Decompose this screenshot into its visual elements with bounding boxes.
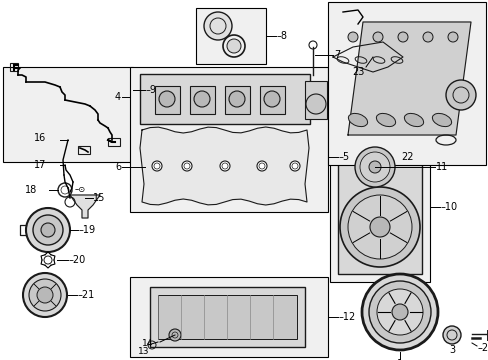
Circle shape	[220, 161, 229, 171]
Circle shape	[37, 287, 53, 303]
Bar	[130, 277, 327, 357]
Text: 7: 7	[333, 50, 340, 60]
Bar	[190, 86, 215, 114]
Circle shape	[376, 289, 422, 335]
Bar	[158, 295, 296, 339]
Circle shape	[33, 215, 63, 245]
Ellipse shape	[404, 113, 423, 127]
Bar	[78, 146, 90, 154]
Circle shape	[228, 91, 244, 107]
Circle shape	[368, 161, 380, 173]
Ellipse shape	[431, 113, 451, 127]
Text: –12: –12	[338, 312, 356, 322]
Polygon shape	[347, 22, 470, 135]
Text: 23: 23	[351, 67, 364, 77]
Text: 15: 15	[93, 193, 105, 203]
Bar	[260, 86, 285, 114]
Polygon shape	[140, 127, 308, 205]
Circle shape	[361, 274, 437, 350]
Text: 14: 14	[142, 338, 153, 347]
Circle shape	[257, 161, 266, 171]
Text: –8: –8	[276, 31, 287, 41]
Circle shape	[354, 147, 394, 187]
Circle shape	[442, 326, 460, 344]
Circle shape	[447, 32, 457, 42]
Text: 1: 1	[396, 359, 402, 360]
Circle shape	[182, 161, 192, 171]
Bar	[130, 67, 327, 212]
Text: 16: 16	[34, 133, 46, 143]
Text: 6: 6	[115, 162, 121, 172]
Circle shape	[339, 187, 419, 267]
Text: –10: –10	[440, 202, 457, 212]
Circle shape	[29, 279, 61, 311]
Circle shape	[397, 32, 407, 42]
Text: –19: –19	[79, 225, 96, 235]
Bar	[305, 81, 326, 119]
Bar	[329, 132, 429, 282]
Circle shape	[203, 12, 231, 40]
Bar	[337, 140, 421, 274]
Circle shape	[305, 94, 325, 114]
Circle shape	[26, 208, 70, 252]
Bar	[196, 8, 265, 64]
Bar	[3, 67, 133, 162]
Circle shape	[194, 91, 209, 107]
Circle shape	[347, 32, 357, 42]
Circle shape	[226, 39, 241, 53]
Circle shape	[152, 161, 162, 171]
Circle shape	[372, 32, 382, 42]
Bar	[327, 2, 485, 165]
Circle shape	[289, 161, 299, 171]
Circle shape	[391, 304, 407, 320]
Text: 18: 18	[25, 185, 37, 195]
Circle shape	[422, 32, 432, 42]
Text: –21: –21	[78, 290, 95, 300]
Text: 4: 4	[115, 92, 121, 102]
Circle shape	[347, 195, 411, 259]
Ellipse shape	[347, 113, 367, 127]
Text: 11: 11	[435, 162, 447, 172]
Text: –2: –2	[477, 343, 488, 353]
Text: 13: 13	[138, 346, 149, 355]
Bar	[108, 138, 120, 146]
Text: 22: 22	[400, 152, 412, 162]
Circle shape	[41, 223, 55, 237]
Bar	[155, 86, 180, 114]
Circle shape	[169, 329, 181, 341]
Bar	[224, 86, 249, 114]
Ellipse shape	[376, 113, 395, 127]
Circle shape	[368, 281, 430, 343]
Text: 3: 3	[448, 345, 454, 355]
Circle shape	[445, 80, 475, 110]
Circle shape	[264, 91, 280, 107]
Bar	[150, 287, 305, 347]
Polygon shape	[70, 195, 100, 218]
Text: –⊙: –⊙	[75, 185, 86, 194]
Text: 17: 17	[34, 160, 46, 170]
Text: –5: –5	[338, 152, 349, 162]
Circle shape	[159, 91, 175, 107]
Circle shape	[369, 217, 389, 237]
Circle shape	[23, 273, 67, 317]
Circle shape	[359, 152, 389, 182]
Bar	[10, 63, 18, 71]
Text: –20: –20	[69, 255, 86, 265]
Text: –9: –9	[146, 85, 157, 95]
Bar	[140, 74, 309, 124]
